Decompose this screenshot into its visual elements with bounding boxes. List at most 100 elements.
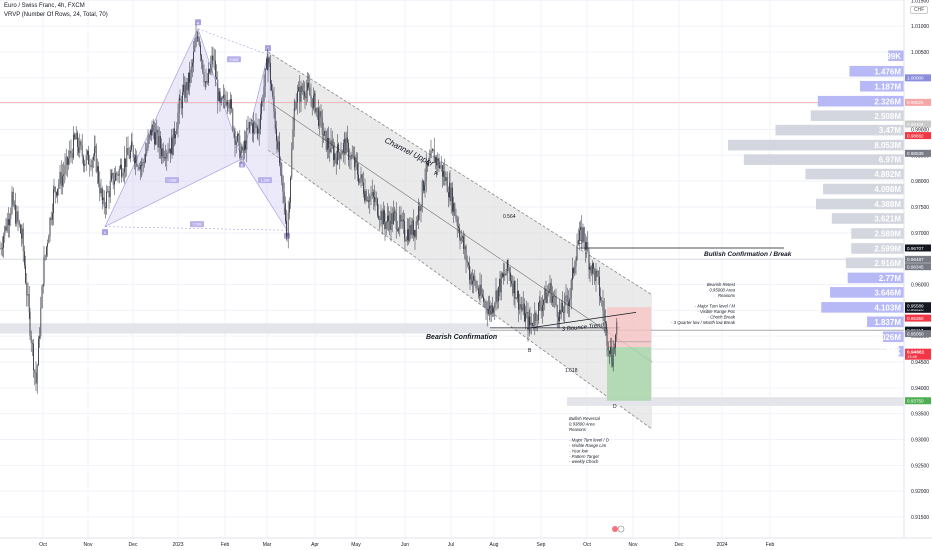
candle-body <box>222 97 223 99</box>
candle-body <box>107 190 109 192</box>
volume-profile-label: 4.098M <box>874 185 901 194</box>
candle-body <box>369 196 371 202</box>
candle-body <box>404 238 406 241</box>
candle-body <box>616 321 618 335</box>
candle-body <box>431 150 433 151</box>
x-tick-label: Nov <box>84 542 93 548</box>
candle-body <box>433 149 435 163</box>
candle-body <box>327 137 328 150</box>
candle-body <box>253 122 254 134</box>
candle-body <box>596 271 598 272</box>
candle-body <box>573 268 574 274</box>
candle-body <box>18 221 20 225</box>
candle-body <box>95 146 97 172</box>
candle-body <box>170 148 171 154</box>
y-tick-label: 0.91500 <box>911 515 929 521</box>
candle-body <box>209 69 210 73</box>
candle-body <box>510 272 511 281</box>
candle-body <box>494 303 496 309</box>
candle-body <box>304 91 305 97</box>
currency-badge[interactable]: CHF <box>910 6 929 14</box>
candle-body <box>43 256 45 285</box>
candle-body <box>102 197 104 201</box>
candle-body <box>10 212 12 219</box>
candle-body <box>324 130 326 132</box>
x-tick-label: Feb <box>766 542 775 548</box>
y-tick-label: 0.93000 <box>911 438 929 444</box>
candle-body <box>538 302 539 321</box>
candle-body <box>224 94 226 101</box>
candle-body <box>294 108 296 110</box>
candle-body <box>518 291 519 310</box>
candle-body <box>220 97 222 103</box>
candle-body <box>179 98 181 101</box>
bullish-reversal-note: - Visible Range Lim <box>569 443 607 448</box>
candle-body <box>30 335 32 344</box>
candle-body <box>319 111 321 127</box>
harmonic-ratio-badge <box>190 221 204 228</box>
candle-body <box>574 266 576 274</box>
candle-body <box>105 206 106 208</box>
x-tick-label: 2024 <box>716 542 727 548</box>
candle-body <box>353 156 354 158</box>
candle-body <box>549 282 551 292</box>
candle-body <box>502 273 503 277</box>
candle-body <box>165 157 166 159</box>
candle-body <box>281 163 283 176</box>
candle-body <box>532 322 533 326</box>
candle-body <box>42 284 44 287</box>
candle-body <box>550 282 552 303</box>
candle-body <box>11 191 13 199</box>
candle-body <box>189 72 191 83</box>
harmonic-ratio-label: 0.654 <box>230 58 239 62</box>
candle-body <box>304 96 306 99</box>
price-level-badge-label: 0.96487 <box>907 257 924 262</box>
x-tick-label: Mar <box>263 542 272 548</box>
candle-body <box>268 57 270 63</box>
candle-body <box>568 301 569 306</box>
candle-body <box>206 81 208 83</box>
harmonic-bcd <box>241 54 288 231</box>
candle-body <box>482 294 483 297</box>
candle-body <box>320 111 322 117</box>
candle-body <box>98 166 99 184</box>
candle-body <box>512 283 514 294</box>
candle-body <box>257 127 259 134</box>
candle-body <box>592 263 593 274</box>
candle-body <box>611 362 613 367</box>
candle-body <box>472 280 473 285</box>
candle-body <box>194 46 196 52</box>
y-tick-label: 0.92000 <box>911 489 929 495</box>
candle-body <box>138 166 140 170</box>
volume-profile-label: 1.837M <box>874 318 901 327</box>
candle-body <box>448 192 449 198</box>
harmonic-ac <box>197 28 269 55</box>
volume-profile-bar <box>817 95 904 107</box>
candle-body <box>333 145 334 161</box>
volume-profile-bar <box>805 168 904 180</box>
candle-body <box>40 308 42 337</box>
candle-body <box>80 141 82 146</box>
candle-body <box>226 102 228 106</box>
candle-body <box>286 221 287 238</box>
price-level-badge <box>905 120 931 128</box>
bullish-reversal-note: 0.93800 Area <box>569 421 595 426</box>
candle-body <box>60 171 62 186</box>
candle-body <box>543 300 544 305</box>
y-tick-label: 0.97500 <box>911 205 929 211</box>
candle-body <box>577 240 579 246</box>
candle-body <box>385 222 387 229</box>
candle-body <box>424 185 425 191</box>
candle-body <box>555 296 557 306</box>
candle-body <box>345 137 347 154</box>
candle-body <box>390 213 392 231</box>
candle-body <box>480 284 482 295</box>
volume-profile-bar <box>860 80 904 92</box>
candle-body <box>166 152 168 159</box>
candle-body <box>299 86 301 102</box>
candle-body <box>474 275 476 282</box>
bullish-reversal-note: - weekly Choch <box>569 459 599 464</box>
candle-body <box>135 155 136 164</box>
candle-body <box>403 219 404 222</box>
